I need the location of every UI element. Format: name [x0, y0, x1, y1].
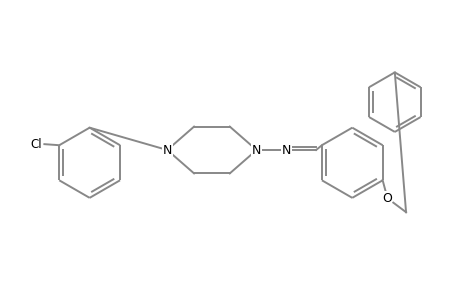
Text: Cl: Cl [31, 138, 42, 151]
Text: N: N [281, 143, 291, 157]
Text: N: N [252, 143, 261, 157]
Text: O: O [381, 192, 391, 205]
Text: N: N [162, 143, 172, 157]
